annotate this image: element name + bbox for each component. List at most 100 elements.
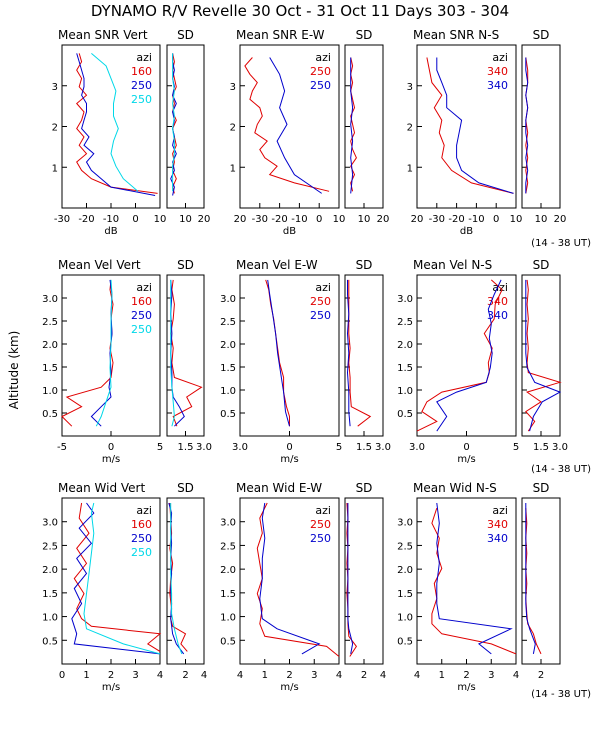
y-tick-label: 3 [230, 82, 236, 93]
sd-panel-title: SD [177, 481, 194, 495]
x-tick-label: -30 [429, 214, 445, 225]
x-tick-label: 0 [59, 670, 65, 681]
y-tick-label: 3.0 [220, 294, 236, 305]
x-axis-label: dB [460, 226, 473, 237]
sd-series-line-250 [170, 279, 175, 427]
sd-series-line-340 [525, 279, 562, 432]
y-tick-label: 2.0 [42, 565, 58, 576]
ut-range-note: (14 - 38 UT) [531, 238, 591, 249]
x-tick-label: 3 [311, 670, 317, 681]
sd-plot-frame [344, 274, 384, 437]
legend-entry: 250 [310, 295, 331, 308]
y-tick-label: 2.5 [397, 317, 413, 328]
x-tick-label: 0 [316, 214, 322, 225]
mean-series-line-340 [416, 279, 503, 432]
x-axis-label: m/s [457, 454, 475, 465]
sd-panel-title: SD [533, 258, 550, 272]
sd-series-line-160 [170, 279, 203, 427]
mean-series-line-250 [91, 53, 139, 192]
sd-series-line-250 [170, 503, 183, 655]
y-tick-label: 2 [407, 123, 413, 134]
ut-range-note: (14 - 38 UT) [531, 464, 591, 475]
x-tick-label: 2 [463, 670, 469, 681]
legend-entry: 340 [487, 532, 508, 545]
sd-series-line-340 [525, 503, 536, 654]
y-tick-label: 0.5 [397, 636, 413, 647]
mean-series-line-250 [269, 57, 322, 194]
mean-series-line-160 [75, 53, 158, 194]
sd-panel-title: SD [177, 28, 194, 42]
mean-panel-title: Mean SNR Vert [58, 28, 148, 42]
sd-x-tick-label: 2 [182, 670, 188, 681]
y-tick-label: 2 [230, 123, 236, 134]
sd-series-line-160 [172, 53, 177, 194]
x-tick-label: -5 [57, 442, 67, 453]
mean-series-line-160 [61, 279, 114, 427]
y-tick-label: 1.0 [397, 613, 413, 624]
mean-series-line-340 [436, 279, 502, 432]
y-tick-label: 3.0 [220, 518, 236, 529]
y-tick-label: 2 [52, 123, 58, 134]
legend-title: azi [136, 51, 152, 64]
y-tick-label: 1 [52, 163, 58, 174]
legend-entry: 160 [131, 295, 152, 308]
x-tick-label: -10 [103, 214, 119, 225]
panel-snr-2: Mean SNR E-W SD 1 2 3 20 -30 -20 -10 0 10 dB 10 20 azi… [230, 28, 390, 237]
y-tick-label: 0.5 [220, 409, 236, 420]
y-tick-label: 2.0 [220, 340, 236, 351]
x-tick-label: 4 [414, 670, 420, 681]
sd-series-line-250 [348, 279, 372, 427]
sd-x-tick-label: 3.0 [375, 442, 391, 453]
x-tick-label: 4 [237, 670, 243, 681]
legend-title: azi [492, 504, 508, 517]
legend-title: azi [315, 51, 331, 64]
sd-x-tick-label: 20 [377, 214, 390, 225]
sd-series-line-250 [350, 57, 354, 194]
sd-panel-title: SD [533, 28, 550, 42]
legend-title: azi [136, 281, 152, 294]
mean-series-line-160 [73, 502, 162, 652]
x-axis-label: m/s [102, 682, 120, 693]
y-tick-label: 1 [230, 163, 236, 174]
mean-series-line-250 [244, 57, 330, 192]
x-tick-label: 20 [234, 214, 247, 225]
mean-series-line-250 [95, 279, 113, 427]
y-tick-label: 3 [52, 82, 58, 93]
x-tick-label: -20 [271, 214, 287, 225]
sd-plot-frame [166, 497, 205, 665]
mean-panel-title: Mean Vel Vert [58, 258, 141, 272]
sd-series-line-250 [346, 279, 351, 427]
panel-snr-3: Mean SNR N-S SD 1 2 3 20 -30 -20 -10 0 10 dB 10 20 azi… [407, 28, 567, 237]
x-tick-label: 1 [262, 670, 268, 681]
y-axis-title: Altitude (km) [7, 331, 21, 410]
mean-series-line-250 [256, 502, 340, 657]
x-tick-label: 2 [286, 670, 292, 681]
x-tick-label: 20 [411, 214, 424, 225]
panel-vel-1: Mean Vel Vert SD 0.5 1.0 1.5 2.0 2.5 3.0 -5 0 5 m/s… [42, 258, 212, 465]
sd-series-line-250 [172, 53, 175, 192]
y-tick-label: 2.5 [42, 541, 58, 552]
y-tick-label: 2.0 [397, 340, 413, 351]
mean-series-line-340 [436, 57, 514, 194]
y-tick-label: 1.0 [42, 613, 58, 624]
x-tick-label: -20 [448, 214, 464, 225]
y-tick-label: 1.0 [220, 613, 236, 624]
x-axis-label: dB [104, 226, 117, 237]
y-tick-label: 1.5 [397, 589, 413, 600]
y-tick-label: 2.0 [220, 565, 236, 576]
sd-x-tick-label: 2 [538, 670, 544, 681]
mean-panel-title: Mean Vel N-S [413, 258, 492, 272]
y-tick-label: 2.5 [397, 541, 413, 552]
mean-panel-title: Mean Wid E-W [236, 481, 322, 495]
legend-title: azi [315, 281, 331, 294]
y-tick-label: 0.5 [42, 636, 58, 647]
sd-x-tick-label: 10 [535, 214, 548, 225]
y-tick-label: 1.5 [397, 363, 413, 374]
panel-wid-2: Mean Wid E-W SD 0.5 1.0 1.5 2.0 2.5 3.0 4 1 2 3 4 m/s… [220, 481, 386, 693]
x-tick-label: 4 [513, 670, 519, 681]
x-tick-label: 4 [336, 670, 342, 681]
sd-x-tick-label: 4 [380, 670, 386, 681]
legend-entry: 340 [487, 518, 508, 531]
y-tick-label: 1.5 [42, 363, 58, 374]
